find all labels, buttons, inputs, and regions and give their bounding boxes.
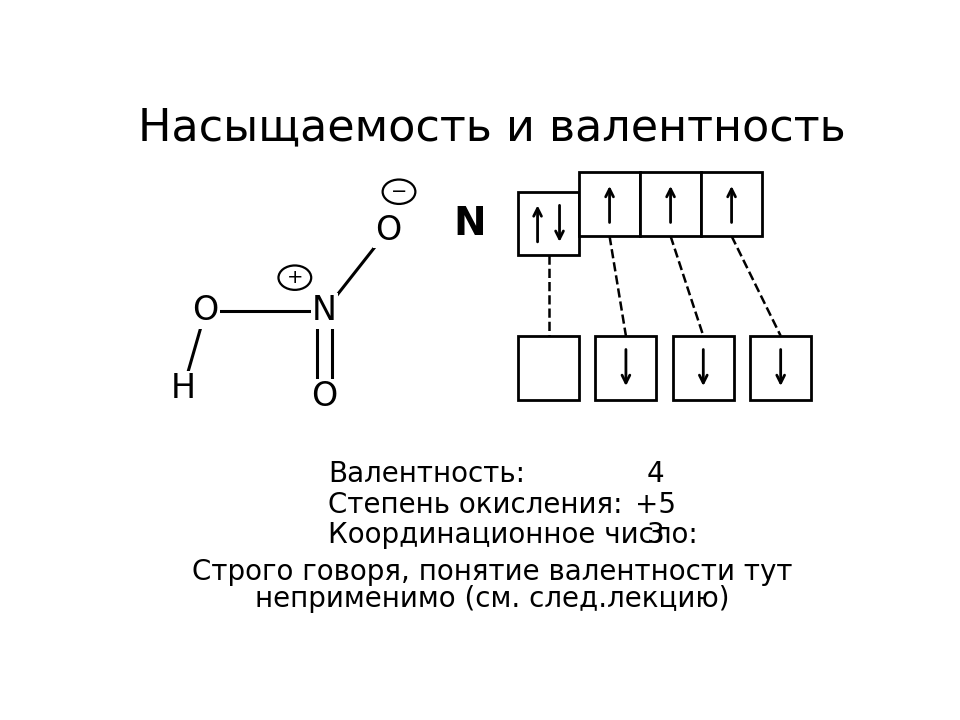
Text: O: O xyxy=(374,214,401,247)
Text: 3: 3 xyxy=(647,521,664,549)
Text: O: O xyxy=(192,294,219,328)
Text: неприменимо (см. след.лекцию): неприменимо (см. след.лекцию) xyxy=(254,585,730,613)
Bar xyxy=(518,336,579,400)
Bar xyxy=(750,336,811,400)
Bar xyxy=(673,336,733,400)
Text: 4: 4 xyxy=(647,461,664,488)
Text: Строго говоря, понятие валентности тут: Строго говоря, понятие валентности тут xyxy=(192,557,792,585)
Bar xyxy=(640,172,701,236)
Text: H: H xyxy=(171,372,196,405)
Text: Насыщаемость и валентность: Насыщаемость и валентность xyxy=(138,107,846,150)
Text: +5: +5 xyxy=(636,491,676,519)
Text: +: + xyxy=(287,268,303,287)
Bar xyxy=(518,192,579,256)
Text: O: O xyxy=(311,380,338,413)
Text: Валентность:: Валентность: xyxy=(328,461,525,488)
Text: Степень окисления:: Степень окисления: xyxy=(328,491,623,519)
Bar xyxy=(579,172,640,236)
Text: N: N xyxy=(312,294,337,328)
Text: Координационное число:: Координационное число: xyxy=(328,521,698,549)
Text: −: − xyxy=(391,182,407,201)
Text: N: N xyxy=(453,204,486,243)
Bar xyxy=(595,336,657,400)
Bar xyxy=(701,172,762,236)
